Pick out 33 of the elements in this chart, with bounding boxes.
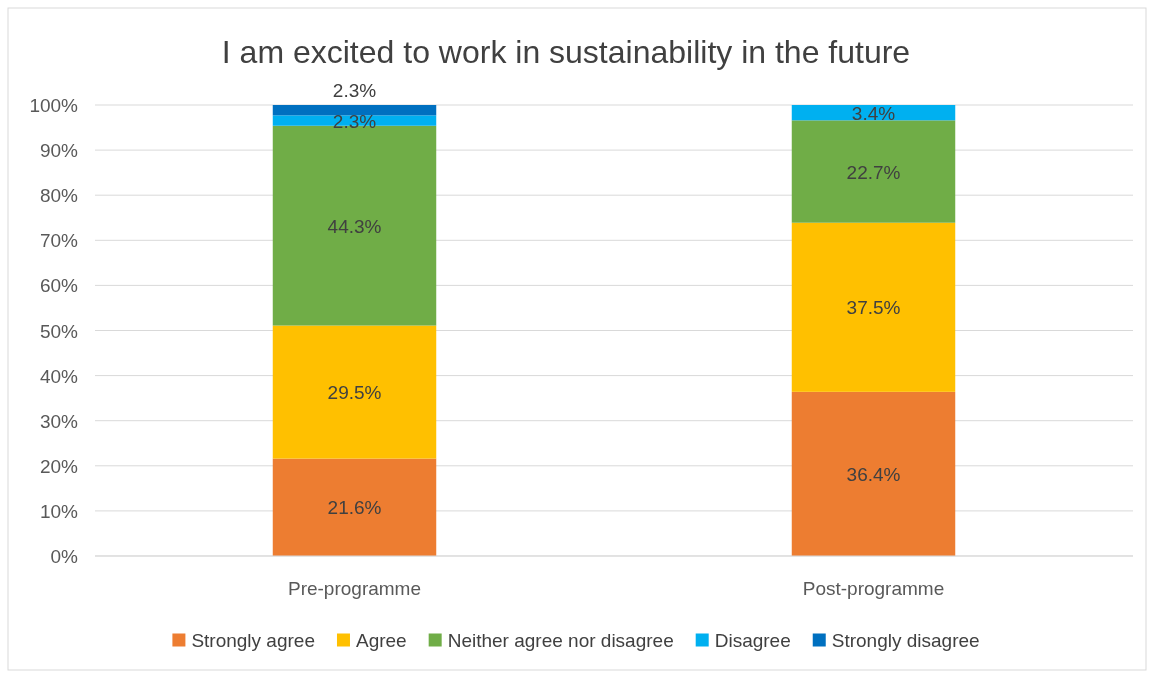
data-label: 29.5%	[327, 382, 382, 404]
y-tick-label: 40%	[39, 365, 79, 387]
data-label: 44.3%	[327, 215, 382, 237]
bar	[791, 120, 956, 223]
data-label: 37.5%	[846, 297, 901, 319]
data-label: 3.4%	[851, 102, 896, 124]
y-tick-label: 80%	[39, 185, 79, 207]
x-tick-label: Pre-programme	[287, 578, 422, 599]
legend-label: Strongly disagree	[831, 630, 980, 651]
bar	[791, 222, 956, 392]
data-label: 2.3%	[332, 80, 377, 101]
chart-title: I am excited to work in sustainability in the future	[221, 34, 911, 70]
data-label: 36.4%	[846, 463, 901, 485]
y-tick-label: 50%	[39, 320, 79, 342]
y-tick-label: 0%	[50, 546, 79, 567]
legend-label: Strongly agree	[191, 630, 315, 651]
x-tick-label: Post-programme	[802, 578, 945, 599]
bar	[272, 325, 437, 459]
data-label: 21.6%	[327, 497, 382, 519]
y-tick-label: 90%	[39, 140, 79, 162]
legend-label: Disagree	[714, 630, 791, 651]
legend-label: Neither agree nor disagree	[447, 630, 674, 651]
legend-label: Agree	[355, 630, 407, 651]
y-tick-label: 60%	[39, 275, 79, 297]
bar	[791, 391, 956, 556]
y-tick-label: 100%	[29, 95, 79, 116]
bar	[272, 105, 437, 116]
y-tick-label: 70%	[39, 230, 79, 252]
y-tick-label: 20%	[39, 455, 79, 477]
y-tick-label: 30%	[39, 410, 79, 432]
y-tick-label: 10%	[39, 500, 79, 522]
data-label: 22.7%	[846, 161, 901, 183]
bar	[272, 458, 437, 556]
